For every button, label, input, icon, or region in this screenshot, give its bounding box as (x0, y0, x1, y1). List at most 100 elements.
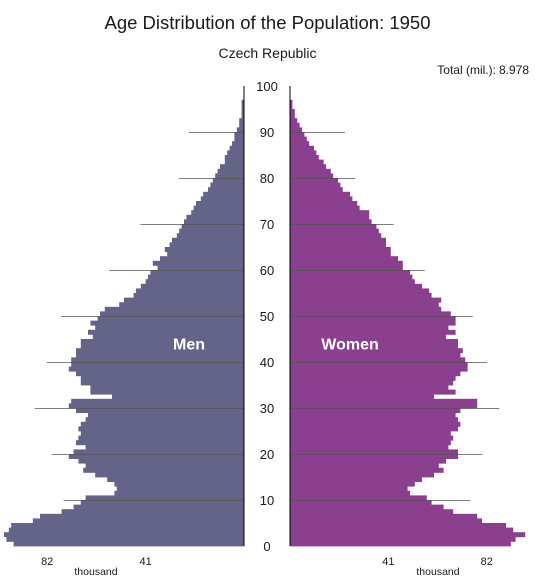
bar-women (290, 214, 370, 220)
bar-men (88, 329, 244, 335)
bar-women (290, 532, 526, 538)
bar-women (290, 481, 415, 487)
bar-women (290, 320, 456, 326)
bar-men (140, 283, 244, 289)
bar-men (100, 311, 244, 317)
bar-men (241, 113, 244, 119)
bar-women (290, 527, 514, 533)
bar-men (80, 380, 244, 386)
bar-men (6, 536, 245, 542)
bar-women (290, 357, 466, 363)
bar-women (290, 500, 432, 505)
bar-men (78, 426, 245, 432)
total-value: 8.978 (498, 63, 529, 77)
bar-men (90, 320, 245, 326)
men-value-tick-label: 41 (139, 556, 151, 568)
bar-women (290, 403, 478, 409)
bar-men (200, 196, 244, 202)
bar-women (290, 477, 422, 482)
bar-women (290, 449, 458, 455)
bar-women (290, 251, 391, 257)
bar-women (290, 311, 451, 317)
bar-women (290, 426, 458, 432)
bar-men (71, 362, 244, 367)
bar-men (119, 302, 244, 308)
bar-women (290, 210, 370, 216)
bar-women (290, 205, 360, 211)
bar-men (224, 159, 244, 165)
bar-men (73, 504, 244, 510)
women-series-label: Women (321, 337, 378, 354)
bar-women (290, 509, 454, 515)
bar-men (234, 136, 244, 142)
bar-women (290, 343, 458, 349)
bar-women (290, 375, 456, 381)
bar-women (290, 122, 300, 128)
bar-men (179, 228, 244, 234)
bar-men (80, 431, 244, 436)
bar-men (85, 495, 244, 501)
bar-women (290, 191, 350, 197)
age-tick-label: 70 (260, 217, 274, 232)
bar-men (71, 398, 244, 404)
bar-men (76, 408, 244, 413)
bar-men (239, 122, 244, 128)
men-value-tick-label: 82 (41, 556, 53, 568)
bar-men (217, 168, 244, 174)
bar-men (241, 99, 244, 105)
bar-men (215, 173, 244, 179)
bar-women (290, 132, 305, 137)
bar-men (95, 472, 244, 478)
bar-women (290, 366, 468, 372)
bar-women (290, 270, 410, 275)
bar-men (236, 127, 244, 133)
bar-men (8, 527, 244, 533)
chart-title: Age Distribution of the Population: 1950 (104, 12, 431, 33)
age-tick-label: 50 (260, 309, 274, 324)
bar-men (234, 132, 244, 137)
bar-women (290, 518, 482, 524)
bar-women (290, 196, 353, 202)
bar-men (224, 155, 244, 160)
bar-women (290, 472, 434, 478)
bar-women (290, 283, 422, 289)
bar-men (227, 150, 244, 156)
bar-women (290, 201, 358, 206)
bar-women (290, 458, 446, 464)
bar-women (290, 417, 458, 423)
bar-men (114, 481, 245, 487)
women-value-tick-label: 82 (481, 556, 493, 568)
bar-men (76, 352, 244, 358)
bar-women (290, 302, 439, 308)
men-unit-label: thousand (74, 566, 117, 578)
bar-women (290, 389, 456, 395)
bar-men (90, 389, 245, 395)
bar-women (290, 224, 377, 229)
bar-women (290, 486, 408, 492)
bar-men (172, 237, 244, 243)
bar-women (290, 99, 293, 105)
bar-men (186, 214, 244, 220)
bar-women (290, 118, 298, 124)
bar-women (290, 339, 458, 344)
age-tick-label: 40 (260, 355, 274, 370)
bar-women (290, 490, 410, 496)
bar-women (290, 168, 331, 174)
bar-women (290, 398, 478, 404)
bar-men (97, 316, 244, 321)
bar-women (290, 297, 442, 303)
age-tick-label: 60 (260, 263, 274, 278)
bar-women (290, 242, 386, 248)
bar-women (290, 159, 324, 165)
chart-subtitle: Czech Republic (218, 45, 317, 61)
bar-men (181, 224, 244, 229)
bar-women (290, 325, 449, 331)
age-tick-label: 80 (260, 171, 274, 186)
bar-men (76, 440, 244, 446)
bar-women (290, 127, 302, 133)
bar-men (203, 191, 244, 197)
bar-men (160, 256, 244, 262)
bar-women (290, 155, 319, 160)
bar-men (68, 366, 244, 372)
